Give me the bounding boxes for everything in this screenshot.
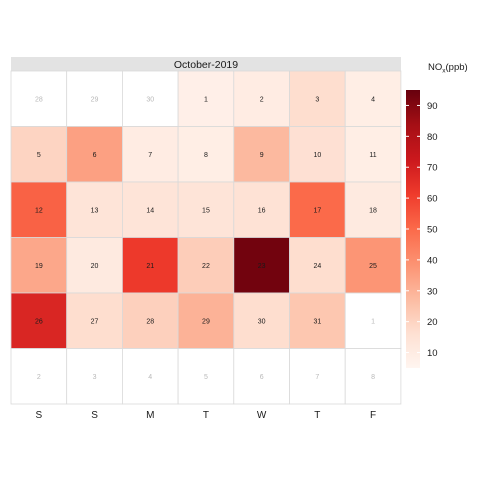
legend-tick-label: 50 [427, 225, 438, 236]
legend-tick-label: 60 [427, 194, 438, 205]
day-label: 16 [258, 207, 266, 214]
weekday-label: S [91, 410, 98, 421]
day-label: 15 [202, 207, 210, 214]
weekday-label: M [146, 410, 154, 421]
legend-title-unit: (ppb) [446, 62, 468, 73]
calendar-cell [177, 292, 235, 349]
calendar-cell [344, 70, 402, 127]
legend-tick-label: 10 [427, 348, 438, 359]
calendar-cell [289, 70, 346, 127]
day-label: 6 [260, 374, 264, 381]
day-label: 2 [260, 96, 264, 103]
calendar-cell [344, 181, 402, 238]
legend-tick-label: 20 [427, 317, 438, 328]
legend-title-subscript: x [442, 68, 446, 75]
calendar-cell [289, 348, 346, 405]
calendar-cell [66, 126, 123, 183]
day-label: 1 [204, 96, 208, 103]
legend-tick-label: 30 [427, 286, 438, 297]
calendar-cell [122, 292, 179, 349]
calendar-cell [344, 237, 402, 294]
legend-tick-label: 70 [427, 163, 438, 174]
day-label: 8 [204, 152, 208, 159]
day-label: 6 [93, 152, 97, 159]
weekday-label: T [203, 410, 209, 421]
legend-title-main: NO [428, 62, 442, 73]
calendar-cell [10, 292, 68, 349]
day-label: 13 [91, 207, 99, 214]
day-label: 28 [35, 96, 43, 103]
calendar-cell [122, 237, 179, 294]
calendar-cell [289, 126, 346, 183]
calendar-cell [177, 181, 235, 238]
calendar-cell [10, 348, 68, 405]
calendar-cell [177, 237, 235, 294]
day-label: 5 [204, 374, 208, 381]
day-label: 7 [148, 152, 152, 159]
chart-title: October-2019 [174, 59, 238, 71]
calendar-cell [344, 126, 402, 183]
calendar-cell [10, 181, 68, 238]
day-label: 4 [148, 374, 152, 381]
calendar-cell [233, 126, 290, 183]
calendar-cell [344, 292, 402, 349]
calendar-cell [177, 126, 235, 183]
day-label: 26 [35, 318, 43, 325]
calendar-cell [10, 126, 68, 183]
day-label: 30 [258, 318, 266, 325]
day-label: 2 [37, 374, 41, 381]
title-strip [11, 57, 401, 71]
legend-tick-label: 40 [427, 255, 438, 266]
weekday-label: S [36, 410, 43, 421]
legend-ticks: 10 20 30 40 50 60 70 80 90 [406, 101, 438, 359]
day-label: 30 [146, 96, 154, 103]
day-label: 20 [91, 263, 99, 270]
calendar-cell [289, 237, 346, 294]
day-label: 21 [146, 263, 154, 270]
calendar-cell [233, 292, 290, 349]
day-label: 27 [91, 318, 99, 325]
calendar-cell [66, 348, 123, 405]
weekday-label: W [257, 410, 267, 421]
day-label: 3 [315, 96, 319, 103]
legend-title: NOx(ppb) [428, 62, 468, 75]
day-label: 25 [369, 263, 377, 270]
day-label: 22 [202, 263, 210, 270]
weekday-label: T [314, 410, 320, 421]
day-label: 24 [313, 263, 321, 270]
day-label: 14 [146, 207, 154, 214]
weekday-label: F [370, 410, 376, 421]
day-label: 4 [371, 96, 375, 103]
day-label: 23 [258, 263, 266, 270]
day-label: 18 [369, 207, 377, 214]
day-label: 9 [260, 152, 264, 159]
day-label: 12 [35, 207, 43, 214]
day-label: 17 [313, 207, 321, 214]
day-label: 10 [313, 152, 321, 159]
calendar-cell [122, 348, 179, 405]
calendar-cell [177, 348, 235, 405]
legend-tick-label: 90 [427, 101, 438, 112]
day-label: 28 [146, 318, 154, 325]
day-label: 5 [37, 152, 41, 159]
legend-colorbar [406, 90, 420, 368]
day-label: 31 [313, 318, 321, 325]
day-label: 7 [315, 374, 319, 381]
day-label: 19 [35, 263, 43, 270]
calendar-cell [289, 292, 346, 349]
day-label: 8 [371, 374, 375, 381]
calendar-cell [10, 237, 68, 294]
day-label: 29 [91, 96, 99, 103]
calendar-cell [344, 348, 402, 405]
calendar-cell [233, 181, 290, 238]
day-label: 3 [93, 374, 97, 381]
day-label: 29 [202, 318, 210, 325]
day-label: 1 [371, 318, 375, 325]
legend-tick-label: 80 [427, 132, 438, 143]
day-label: 11 [369, 152, 376, 159]
calendar-cell [233, 70, 290, 127]
